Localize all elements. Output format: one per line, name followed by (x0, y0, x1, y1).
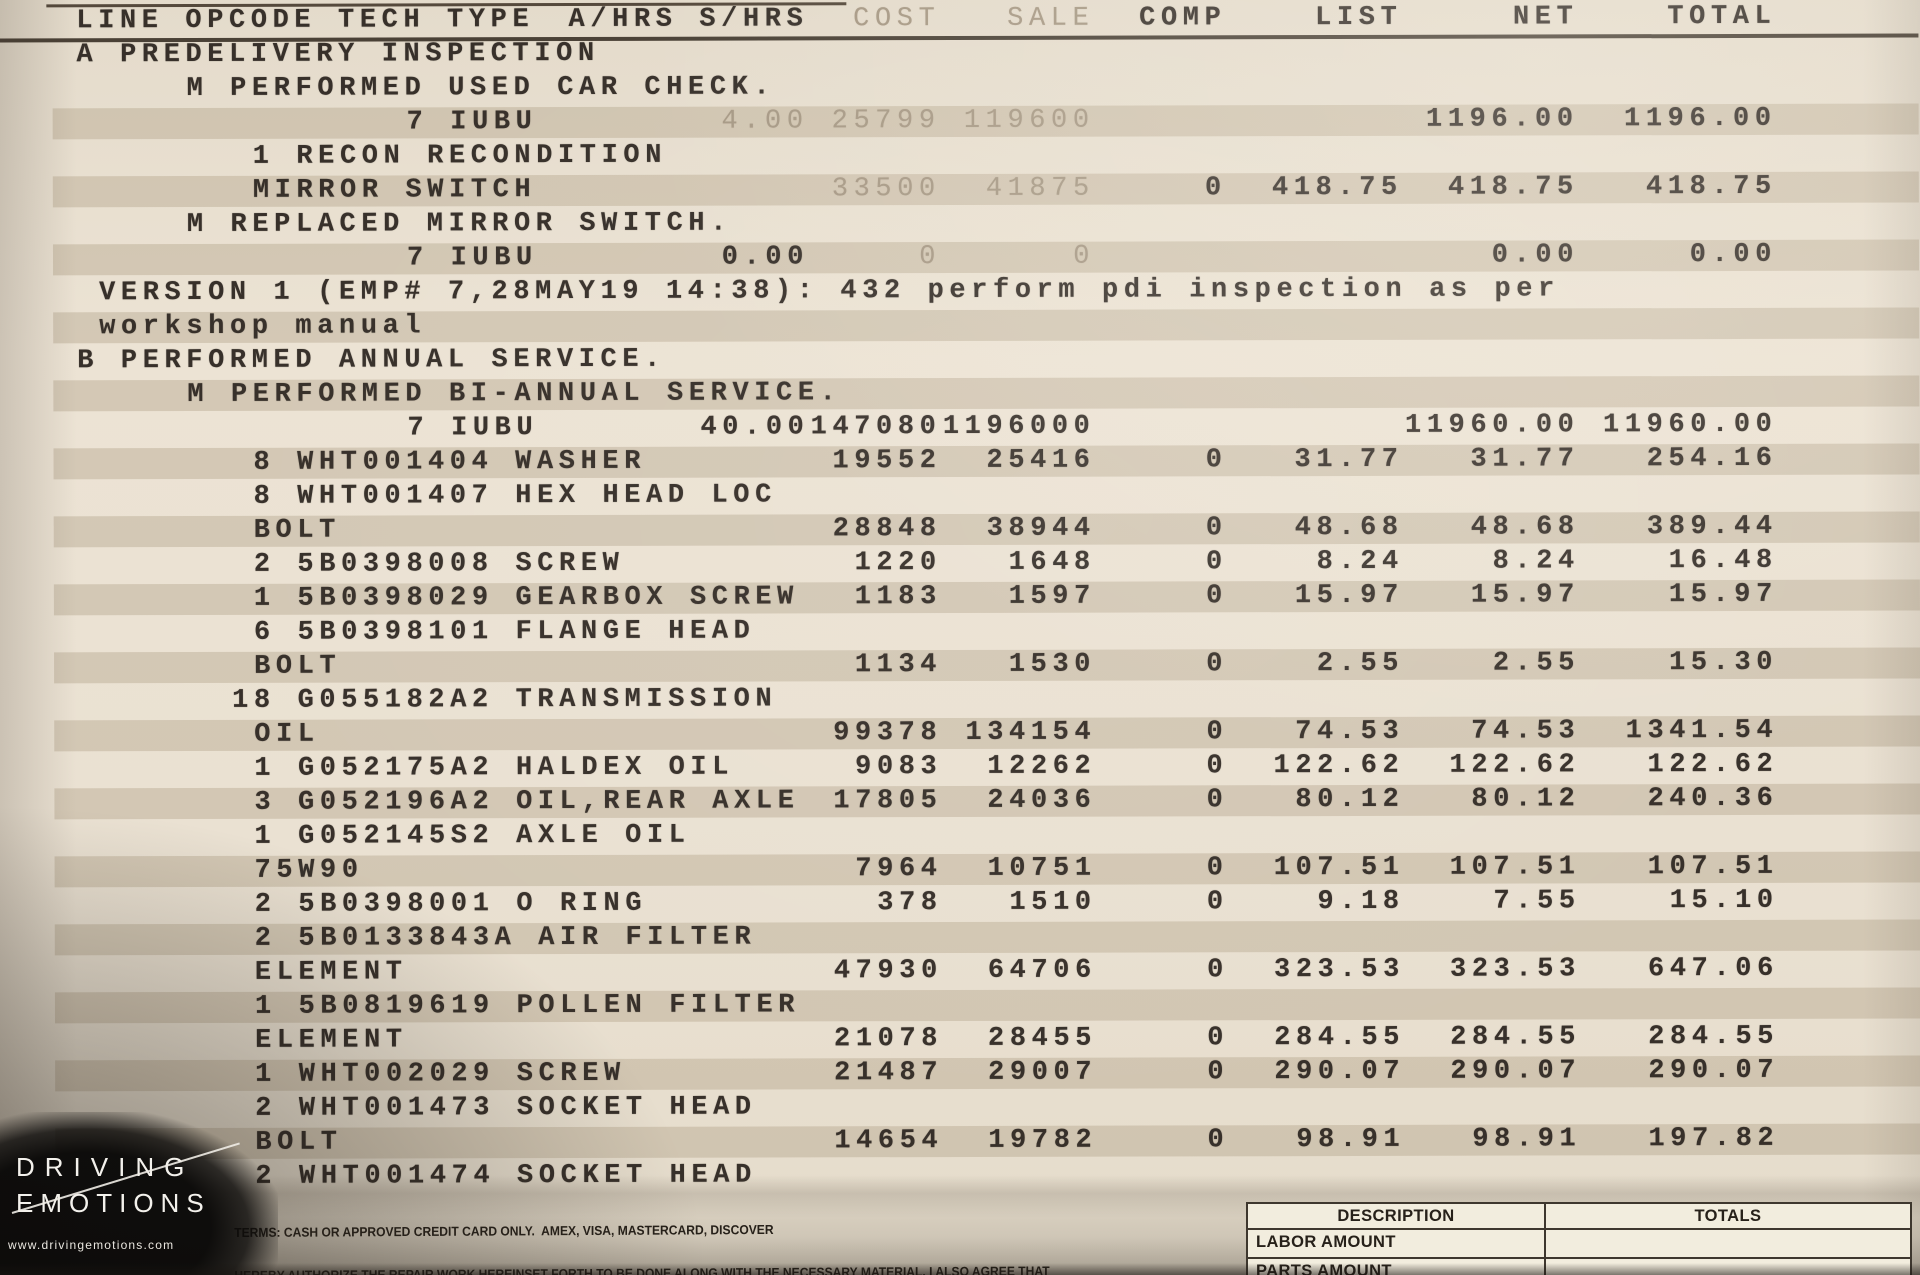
col-total: 15.10 (1669, 885, 1779, 917)
invoice-line: ELEMENT 21078 28455 0 284.55 284.55 284.55 (1, 1019, 1920, 1058)
col-total: 1196.00 (1623, 103, 1777, 135)
invoice-line: 7 IUBU 40.00 147080 1196000 11960.00 11960.00 (0, 407, 1919, 446)
line-text: 2 5B0133843A AIR FILTER (254, 922, 757, 954)
totals-row-parts: PARTS AMOUNT (1248, 1259, 1910, 1275)
invoice-line: 75W90 7964 10751 0 107.51 107.51 107.51 (1, 849, 1920, 888)
terms-text: TERMS: CASH OR APPROVED CREDIT CARD ONLY… (234, 1194, 1050, 1275)
invoice-line: MIRROR SWITCH 33500 41875 0 418.75 418.75 418.… (0, 169, 1919, 208)
invoice-line: M PERFORMED BI-ANNUAL SERVICE. (0, 373, 1919, 412)
col-total: 284.55 (1648, 1021, 1780, 1053)
invoice-line: OIL 99378 134154 0 74.53 74.53 1341.54 (0, 713, 1920, 752)
line-text: 18 G055182A2 TRANSMISSION (232, 684, 778, 716)
totals-header-row: DESCRIPTION TOTALS (1248, 1204, 1910, 1230)
line-text: 8 WHT001407 HEX HEAD LOC (253, 480, 777, 512)
dealer-watermark (0, 1112, 278, 1275)
line-text: B PERFORMED ANNUAL SERVICE. (77, 344, 666, 377)
invoice-line: BOLT 1134 1530 0 2.55 2.55 15.30 (0, 645, 1920, 684)
invoice-line: B PERFORMED ANNUAL SERVICE. (0, 339, 1919, 378)
col-total: 254.16 (1646, 443, 1778, 475)
col-total: 647.06 (1648, 953, 1779, 985)
line-text: 2 WHT001473 SOCKET HEAD (255, 1092, 757, 1124)
invoice-line: 18 G055182A2 TRANSMISSION (0, 679, 1920, 718)
labor-amount-value (1546, 1230, 1910, 1257)
parts-amount-value (1546, 1259, 1910, 1275)
labor-amount-label: LABOR AMOUNT (1248, 1230, 1546, 1257)
col-total: 389.44 (1646, 511, 1778, 543)
invoice-line: 1 RECON RECONDITION (0, 135, 1919, 174)
line-text: workshop manual (99, 311, 427, 343)
invoice-line: M REPLACED MIRROR SWITCH. (0, 203, 1919, 242)
line-text: 1 RECON RECONDITION (252, 140, 668, 172)
line-text: 1 G052145S2 AXLE OIL (254, 820, 691, 852)
col-total: 240.36 (1647, 783, 1779, 815)
invoice-line: 6 5B0398101 FLANGE HEAD (0, 611, 1920, 650)
col-total: 16.48 (1668, 545, 1778, 577)
col-total: TOTAL (1667, 1, 1777, 33)
col-total: 11960.00 (1602, 409, 1778, 441)
terms-line: HEREBY AUTHORIZE THE REPAIR WORK HEREINS… (234, 1263, 1050, 1275)
invoice-line: 3 G052196A2 OIL,REAR AXLE 17805 24036 0 80.1… (0, 781, 1920, 820)
col-total: 418.75 (1645, 171, 1777, 203)
line-text: 1 5B0819619 POLLEN FILTER (254, 990, 801, 1022)
line-text: 6 5B0398101 FLANGE HEAD (253, 616, 756, 648)
invoice-line: 1 5B0819619 POLLEN FILTER (1, 985, 1920, 1024)
col-total: 197.82 (1648, 1123, 1780, 1155)
invoice-line: 2 5B0133843A AIR FILTER (1, 917, 1920, 956)
invoice-line: 8 WHT001404 WASHER 19552 25416 0 31.77 31.77 2… (0, 441, 1920, 480)
col-total: 15.97 (1668, 579, 1778, 611)
invoice-line: BOLT 28848 38944 0 48.68 48.68 389.44 (0, 509, 1920, 548)
invoice-line: 1 G052175A2 HALDEX OIL 9083 12262 0 122.62 12… (0, 747, 1920, 786)
invoice-line: 7 IUBU 4.00 25799 119600 1196.00 1196.00 (0, 101, 1919, 140)
line-text: M PERFORMED BI-ANNUAL SERVICE. (187, 378, 842, 411)
invoice-line: 2 WHT001474 SOCKET HEAD (1, 1155, 1920, 1194)
col-total: 1341.54 (1625, 715, 1779, 747)
col-total: 15.30 (1669, 647, 1779, 679)
watermark-url: www.drivingemotions.com (8, 1238, 175, 1252)
invoice-line: M PERFORMED USED CAR CHECK. (0, 67, 1919, 106)
line-text: A PREDELIVERY INSPECTION (76, 38, 600, 71)
invoice-line: 8 WHT001407 HEX HEAD LOC (0, 475, 1920, 514)
invoice-line: 7 IUBU 0.00 0 0 0.00 0.00 (0, 237, 1919, 276)
totals-header-totals: TOTALS (1694, 1207, 1762, 1225)
invoice-line: 2 WHT001473 SOCKET HEAD (1, 1087, 1920, 1126)
invoice-line: BOLT 14654 19782 0 98.91 98.91 197.82 (1, 1121, 1920, 1160)
col-total: 122.62 (1647, 749, 1779, 781)
col-total: 0.00 (1689, 239, 1778, 271)
col-total: 290.07 (1648, 1055, 1780, 1087)
totals-header-description: DESCRIPTION (1248, 1204, 1546, 1228)
invoice-line: 1 G052145S2 AXLE OIL (0, 815, 1920, 854)
terms-line: TERMS: CASH OR APPROVED CREDIT CARD ONLY… (234, 1222, 774, 1241)
parts-amount-label: PARTS AMOUNT (1248, 1259, 1546, 1275)
totals-row-labor: LABOR AMOUNT (1248, 1230, 1910, 1259)
invoice-line: 2 5B0398001 O RING 378 1510 0 9.18 7.55 15.10 (1, 883, 1920, 922)
col-total: 107.51 (1647, 851, 1779, 883)
line-text: 2 WHT001474 SOCKET HEAD (255, 1160, 757, 1192)
watermark-driving: DRIVING (16, 1152, 195, 1182)
invoice-line: 2 5B0398008 SCREW 1220 1648 0 8.24 8.24 16.48 (0, 543, 1920, 582)
invoice-line: 1 5B0398029 GEARBOX SCREW 1183 1597 0 15.97 1… (0, 577, 1920, 616)
invoice-line: workshop manual (0, 305, 1919, 344)
line-text: M PERFORMED USED CAR CHECK. (186, 72, 776, 105)
line-text: VERSION 1 (EMP# 7,28MAY19 14:38): 432 pe… (99, 274, 1560, 309)
invoice-line: A PREDELIVERY INSPECTION (0, 33, 1919, 72)
invoice-line: ELEMENT 47930 64706 0 323.53 323.53 647.06 (1, 951, 1920, 990)
line-text: M REPLACED MIRROR SWITCH. (186, 208, 733, 241)
invoice-line: VERSION 1 (EMP# 7,28MAY19 14:38): 432 pe… (0, 271, 1919, 310)
invoice-line: 1 WHT002029 SCREW 21487 29007 0 290.07 290.07… (1, 1053, 1920, 1092)
totals-table: DESCRIPTION TOTALS LABOR AMOUNT PARTS AM… (1246, 1202, 1912, 1275)
